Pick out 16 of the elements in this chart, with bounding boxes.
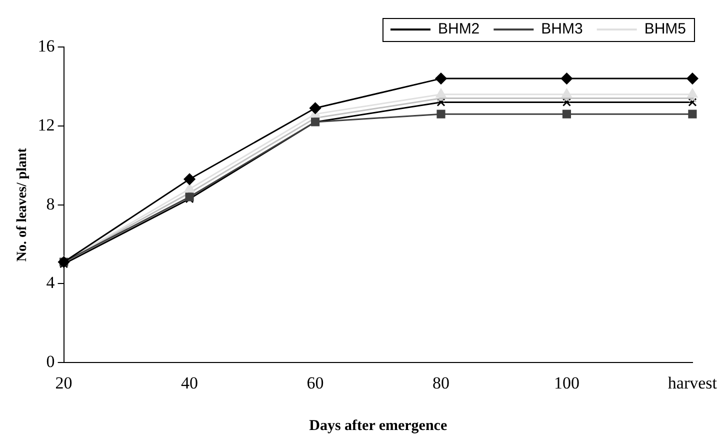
y-tick-label: 4 xyxy=(46,273,56,292)
y-tick-label: 16 xyxy=(38,36,55,56)
legend-label: BHM3 xyxy=(541,20,583,38)
legend-label: BHM5 xyxy=(644,20,686,38)
x-tick-label: 40 xyxy=(181,373,198,392)
x-tick-label: 100 xyxy=(554,373,580,392)
x-tick-label: 20 xyxy=(55,373,72,392)
y-tick-label: 0 xyxy=(46,352,55,372)
x-tick-label: 60 xyxy=(306,373,324,392)
x-tick-label: 80 xyxy=(432,373,450,392)
x-tick-label: harvest xyxy=(668,373,718,392)
legend-label: BHM2 xyxy=(438,20,480,38)
y-axis-title: No. of leaves/ plant xyxy=(15,148,30,262)
x-axis-title: Days after emergence xyxy=(309,418,448,434)
y-tick-label: 12 xyxy=(38,115,55,134)
y-tick-label: 8 xyxy=(46,194,55,214)
